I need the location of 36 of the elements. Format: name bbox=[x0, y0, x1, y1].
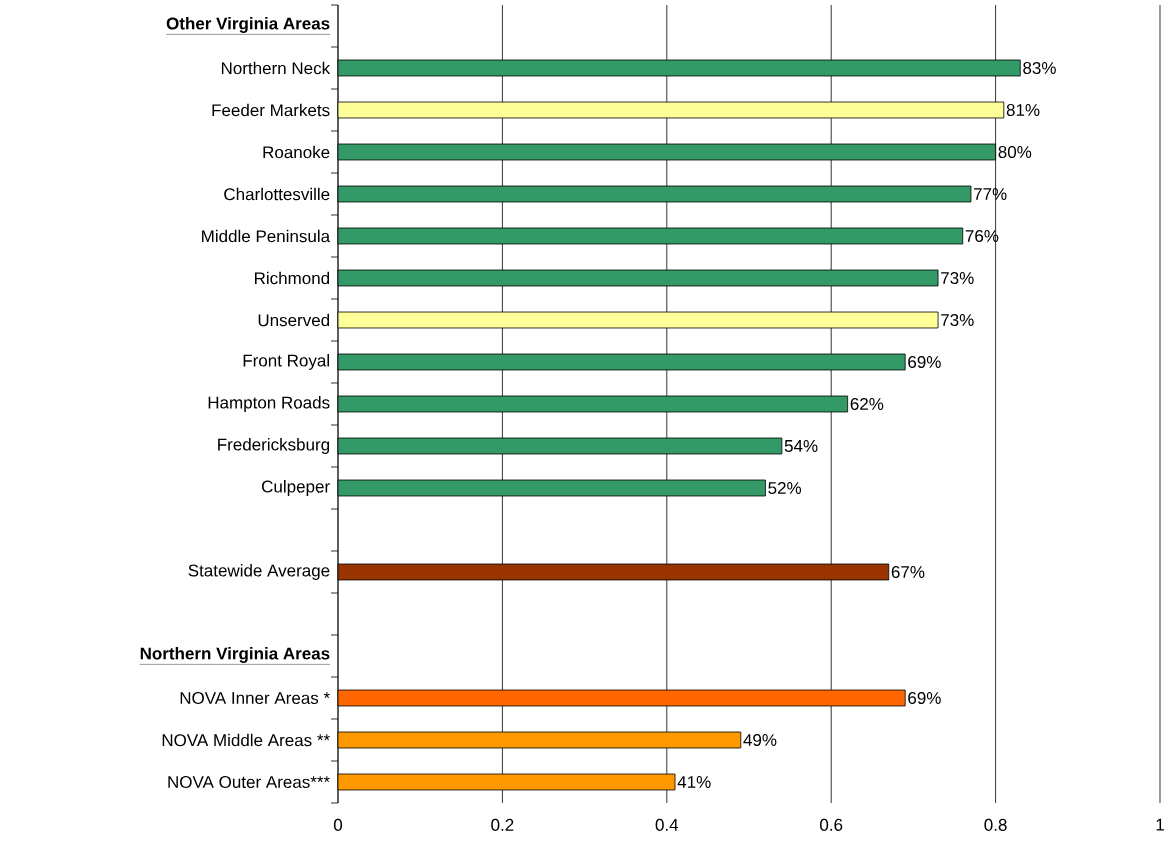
y-tick-label: NOVA Middle Areas ** bbox=[162, 733, 330, 747]
data-label: 52% bbox=[768, 481, 802, 495]
y-tick-label: Middle Peninsula bbox=[202, 229, 331, 243]
x-tick-label: 0.4 bbox=[655, 818, 679, 831]
data-label: 49% bbox=[743, 733, 777, 747]
y-tick-label: Feeder Markets bbox=[212, 103, 330, 117]
data-label: 54% bbox=[784, 440, 818, 452]
x-tick-label: 0.2 bbox=[491, 818, 514, 831]
y-tick-label: Unserved bbox=[258, 313, 330, 327]
data-label: 81% bbox=[1006, 103, 1040, 117]
y-tick-label: NOVA Outer Areas*** bbox=[168, 775, 330, 789]
y-tick-label: Other Virginia Areas bbox=[166, 17, 330, 33]
x-tick-label: 1 bbox=[1156, 818, 1164, 831]
data-label: 73% bbox=[941, 313, 974, 327]
data-label: 67% bbox=[891, 565, 925, 579]
y-tick-label: Front Royal bbox=[243, 354, 329, 370]
y-tick-label: Northern Neck bbox=[221, 61, 331, 75]
data-label: 41% bbox=[677, 776, 711, 788]
data-label: 80% bbox=[998, 145, 1032, 159]
x-tick-label: 0.6 bbox=[820, 818, 843, 831]
data-label: 69% bbox=[908, 355, 941, 369]
y-tick-label: Richmond bbox=[255, 271, 330, 285]
y-tick-label: Charlottesville bbox=[224, 187, 330, 201]
x-tick-label: 0 bbox=[333, 818, 343, 831]
data-label: 73% bbox=[941, 271, 974, 285]
x-tick-label: 0.8 bbox=[984, 818, 1007, 831]
y-tick-label: Statewide Average bbox=[188, 564, 330, 580]
data-label: 62% bbox=[850, 397, 884, 411]
y-tick-label: Culpeper bbox=[262, 480, 330, 496]
y-tick-label: Roanoke bbox=[263, 145, 330, 159]
y-tick-label: Hampton Roads bbox=[208, 396, 330, 412]
y-tick-label: Fredericksburg bbox=[218, 438, 330, 454]
y-tick-label: Northern Virginia Areas bbox=[140, 647, 330, 663]
data-label: 69% bbox=[908, 691, 941, 705]
data-label: 83% bbox=[1023, 61, 1056, 75]
y-tick-label: NOVA Inner Areas * bbox=[180, 691, 330, 705]
